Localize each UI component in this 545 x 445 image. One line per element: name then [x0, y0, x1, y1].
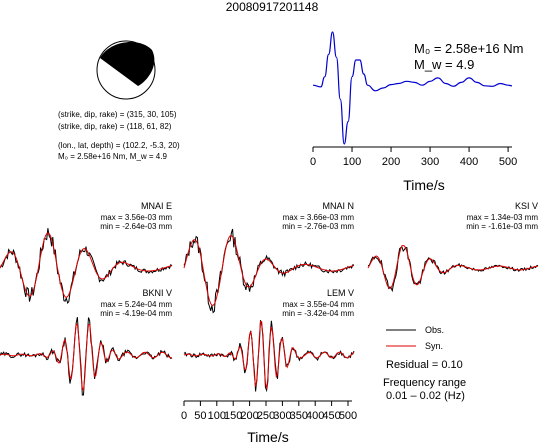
observed-trace: [0, 228, 173, 305]
stf-tick-label: 500: [499, 156, 517, 168]
stf-tick-label: 200: [382, 156, 400, 168]
figure-title: 20080917201148: [226, 0, 319, 14]
synthetic-trace: [0, 232, 173, 298]
station-max: max = 3.56e-03 mm: [101, 213, 173, 222]
waveform-x-label: Time/s: [247, 429, 288, 445]
waveform-tick-label: 500: [339, 410, 357, 422]
station-min: min = -4.19e-04 mm: [100, 309, 172, 318]
waveform-tick-label: 300: [273, 410, 291, 422]
station-max: max = 1.34e-03 mm: [467, 213, 539, 222]
synthetic-trace: [0, 323, 173, 392]
stf-panel: 0 100 200 300 400 500 M₀ = 2.58e+16 Nm M_w = …: [310, 31, 523, 193]
stf-tick-label: 400: [460, 156, 478, 168]
station-min: min = -1.61e-03 mm: [466, 222, 538, 231]
stf-line: [312, 31, 513, 145]
residual-label: Residual = 0.10: [386, 359, 463, 371]
stf-tick-label: 300: [421, 156, 439, 168]
stf-m0-label: M₀ = 2.58e+16 Nm: [414, 41, 523, 56]
station-name: LEM V: [327, 288, 354, 298]
legend-syn-label: Syn.: [425, 341, 443, 351]
station-name: KSI V: [515, 201, 538, 211]
synthetic-trace: [367, 244, 539, 290]
stf-x-ticks: 0 100 200 300 400 500: [310, 147, 517, 168]
legend-obs-label: Obs.: [425, 325, 444, 335]
station-name: BKNI V: [142, 288, 172, 298]
station-max: max = 5.24e-04 mm: [101, 300, 173, 309]
stf-tick-label: 100: [343, 156, 361, 168]
waveform-tick-label: 450: [322, 410, 340, 422]
station-min: min = -2.64e-03 mm: [100, 222, 172, 231]
station-name: MNAI E: [141, 201, 172, 211]
stf-tick-label: 0: [310, 156, 316, 168]
station-max: max = 3.66e-03 mm: [283, 213, 355, 222]
beachball-compression: [100, 42, 155, 86]
waveform-tick-label: 350: [290, 410, 308, 422]
stf-x-label: Time/s: [403, 177, 444, 193]
station-min: min = -2.76e-03 mm: [282, 222, 354, 231]
waveform-tick-label: 250: [257, 410, 275, 422]
frequency-range-label: Frequency range: [383, 377, 466, 389]
waveform-tick-label: 200: [240, 410, 258, 422]
station-name: MNAI N: [323, 201, 355, 211]
info-line-4: M₀ = 2.58e+16 Nm, M_w = 4.9: [58, 152, 167, 161]
info-line-3: (lon., lat, depth) = (102.2, -5.3, 20): [58, 141, 180, 150]
waveform-tick-label: 400: [306, 410, 324, 422]
beachball: [96, 40, 156, 100]
waveform-tick-label: 50: [194, 410, 206, 422]
synthetic-trace: [183, 235, 355, 306]
station-max: max = 3.55e-04 mm: [283, 300, 355, 309]
station-min: min = -3.42e-04 mm: [282, 309, 354, 318]
waveform-tick-label: 0: [181, 410, 187, 422]
info-line-1: (strike, dip, rake) = (315, 30, 105): [58, 110, 177, 119]
waveform-tick-label: 150: [224, 410, 242, 422]
waveform-tick-label: 100: [208, 410, 226, 422]
focal-info: (strike, dip, rake) = (315, 30, 105) (st…: [58, 110, 180, 161]
legend: Obs. Syn.: [386, 325, 444, 351]
frequency-range-value: 0.01 – 0.02 (Hz): [386, 390, 465, 402]
stf-mw-label: M_w = 4.9: [414, 57, 474, 72]
synthetic-trace: [183, 320, 355, 390]
info-line-2: (strike, dip, rake) = (118, 61, 82): [58, 122, 172, 131]
